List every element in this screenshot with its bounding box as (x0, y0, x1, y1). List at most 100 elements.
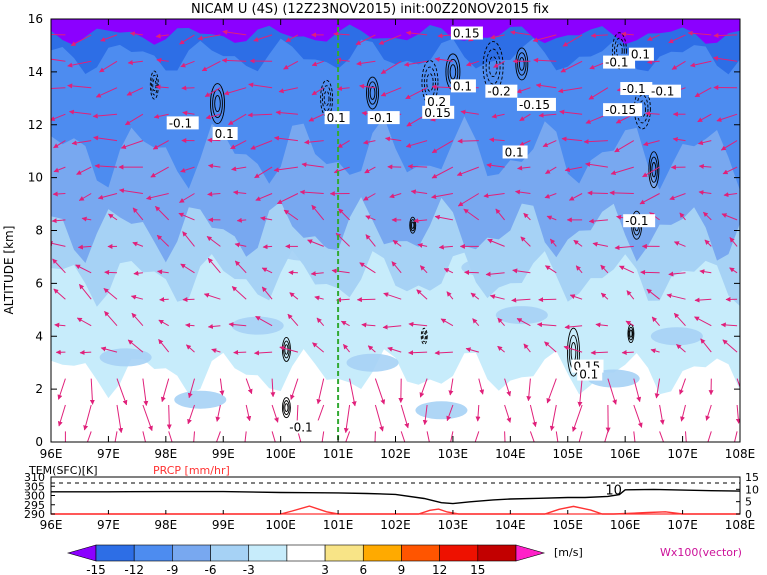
contour-2-1 (367, 81, 378, 105)
svg-text:-0.1: -0.1 (370, 111, 393, 125)
contour-3-0 (421, 59, 439, 105)
svg-text:-0.1: -0.1 (289, 420, 312, 434)
wind-vector-74 (577, 378, 583, 407)
svg-text:-0.1: -0.1 (622, 82, 645, 96)
wind-vector-95 (408, 350, 428, 356)
svg-text:0.15: 0.15 (424, 106, 451, 120)
contour-7-1 (614, 37, 625, 64)
wind-vector-119 (340, 320, 350, 327)
y-axis-label: ALTITUDE [km] (2, 226, 16, 315)
wind-vector-16 (472, 431, 480, 442)
wind-vector-134 (720, 322, 738, 328)
svg-text:0.2: 0.2 (427, 95, 446, 109)
vector-note: Wx100(vector) (660, 546, 742, 559)
wind-vector-140 (182, 297, 195, 303)
wind-vector-271 (76, 166, 92, 175)
series-prcp-line (51, 505, 740, 515)
wind-vector-66 (374, 378, 386, 405)
colorbar-tick-9: 15 (470, 563, 485, 575)
wind-vector-243 (52, 191, 66, 197)
wind-vector-382 (156, 57, 169, 63)
wind-vector-50 (659, 404, 665, 425)
contour-11-0 (567, 327, 580, 377)
wind-vector-34 (245, 404, 252, 422)
wind-vector-39 (374, 404, 384, 432)
wind-vector-158 (646, 288, 660, 300)
wind-vector-282 (364, 166, 376, 174)
wind-vector-314 (489, 137, 505, 143)
wind-vector-234 (523, 212, 531, 221)
wind-vector-213 (673, 241, 686, 247)
wind-vector-278 (254, 166, 273, 179)
wind-vector-64 (316, 378, 325, 405)
wind-vector-27 (57, 404, 66, 427)
x-tick-label-2: 98E (154, 447, 177, 461)
wind-vector-342 (519, 113, 531, 122)
wind-vector-214 (704, 239, 712, 247)
wind-vector-175 (391, 261, 402, 274)
wind-vector-109 (76, 317, 92, 327)
wind-vector-166 (157, 269, 169, 275)
wind-vector-417 (355, 34, 376, 45)
wind-vector-272 (94, 163, 118, 169)
heatmap-patch-0 (99, 348, 152, 367)
bottom-annotation: 10 (605, 484, 622, 499)
wind-vector-416 (333, 31, 350, 37)
contour-13-1 (283, 400, 290, 416)
wind-vector-275 (180, 166, 195, 173)
wind-vector-295 (698, 163, 712, 169)
wind-vector-70 (478, 378, 485, 395)
x-tick-label-6: 102E (380, 447, 411, 461)
wind-vector-209 (573, 239, 583, 247)
wind-vector-226 (311, 204, 325, 221)
wind-vector-355 (155, 84, 169, 90)
wind-vector-390 (356, 60, 376, 66)
wind-vector-257 (410, 189, 428, 195)
wind-vector-178 (464, 269, 479, 275)
wind-vector-201 (365, 234, 376, 247)
wind-vector-90 (279, 345, 299, 353)
wind-vector-194 (182, 231, 195, 247)
x-tick-label-8: 104E (495, 447, 526, 461)
wind-vector-187 (699, 269, 712, 275)
wind-vector-5 (193, 431, 195, 442)
contour-label-10: 0.1 (502, 145, 528, 159)
wind-vector-210 (592, 241, 608, 247)
colorbar-cell-3 (210, 544, 250, 562)
x-tick-label-4: 100E (265, 447, 296, 461)
wind-vector-110 (104, 311, 118, 327)
wind-vector-8 (271, 431, 276, 442)
wind-vector-60 (219, 378, 225, 396)
wind-vector-280 (301, 162, 324, 168)
wind-vector-204 (438, 244, 453, 250)
wind-vector-73 (546, 378, 557, 404)
wind-vector-354 (126, 87, 144, 96)
colorbar-tick-4: -3 (243, 563, 255, 575)
wind-vector-25 (705, 431, 712, 442)
wind-vector-428 (647, 34, 660, 41)
colorbar-tick-8: 12 (432, 563, 447, 575)
wind-vector-57 (142, 378, 149, 406)
wind-vector-105 (676, 344, 686, 353)
wind-vector-324 (51, 113, 66, 121)
wind-vector-333 (275, 110, 298, 116)
chart-title: NICAM U (4S) (12Z23NOV2015) init:00Z20NO… (191, 2, 549, 17)
wind-vector-168 (207, 257, 221, 274)
colorbar-cell-5 (286, 544, 326, 562)
wind-vector-128 (564, 324, 583, 330)
wind-vector-93 (367, 345, 376, 353)
wind-vector-330 (205, 113, 221, 120)
wind-vector-197 (262, 244, 273, 250)
wind-vector-52 (705, 404, 712, 421)
wind-vector-4 (168, 431, 173, 442)
wind-vector-189 (51, 241, 66, 247)
wind-vector-429 (668, 34, 686, 44)
bottom-right-tick-1: 5 (745, 496, 752, 509)
wind-vector-193 (156, 234, 170, 247)
wind-vector-412 (222, 29, 247, 36)
wind-vector-41 (422, 404, 428, 426)
wind-vector-19 (555, 431, 559, 442)
wind-vector-253 (299, 189, 324, 195)
contour-15-2 (629, 329, 633, 338)
wind-vector-318 (583, 139, 608, 145)
